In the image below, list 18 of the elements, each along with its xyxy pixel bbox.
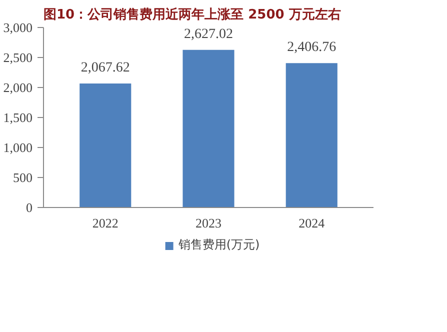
y-tick-label: 3,000 (3, 20, 32, 35)
legend-label: 销售费用(万元) (178, 236, 260, 254)
x-tick-label: 2024 (298, 216, 326, 230)
y-tick-label: 0 (26, 200, 32, 215)
data-label: 2,406.76 (287, 40, 336, 56)
data-label: 2,627.02 (184, 26, 233, 42)
bar (80, 83, 132, 208)
y-tick-label: 500 (13, 170, 32, 185)
chart-title: 图10：公司销售费用近两年上涨至 2500 万元左右 (44, 6, 341, 22)
y-tick-label: 2,500 (3, 50, 32, 65)
y-tick-label: 1,500 (3, 110, 32, 125)
bar (182, 50, 234, 208)
x-tick-label: 2023 (196, 216, 222, 230)
x-tick-label: 2022 (92, 216, 118, 230)
bar (286, 63, 338, 208)
y-tick-label: 1,000 (3, 140, 32, 155)
data-label: 2,067.62 (80, 60, 130, 76)
y-tick-label: 2,000 (3, 80, 32, 95)
